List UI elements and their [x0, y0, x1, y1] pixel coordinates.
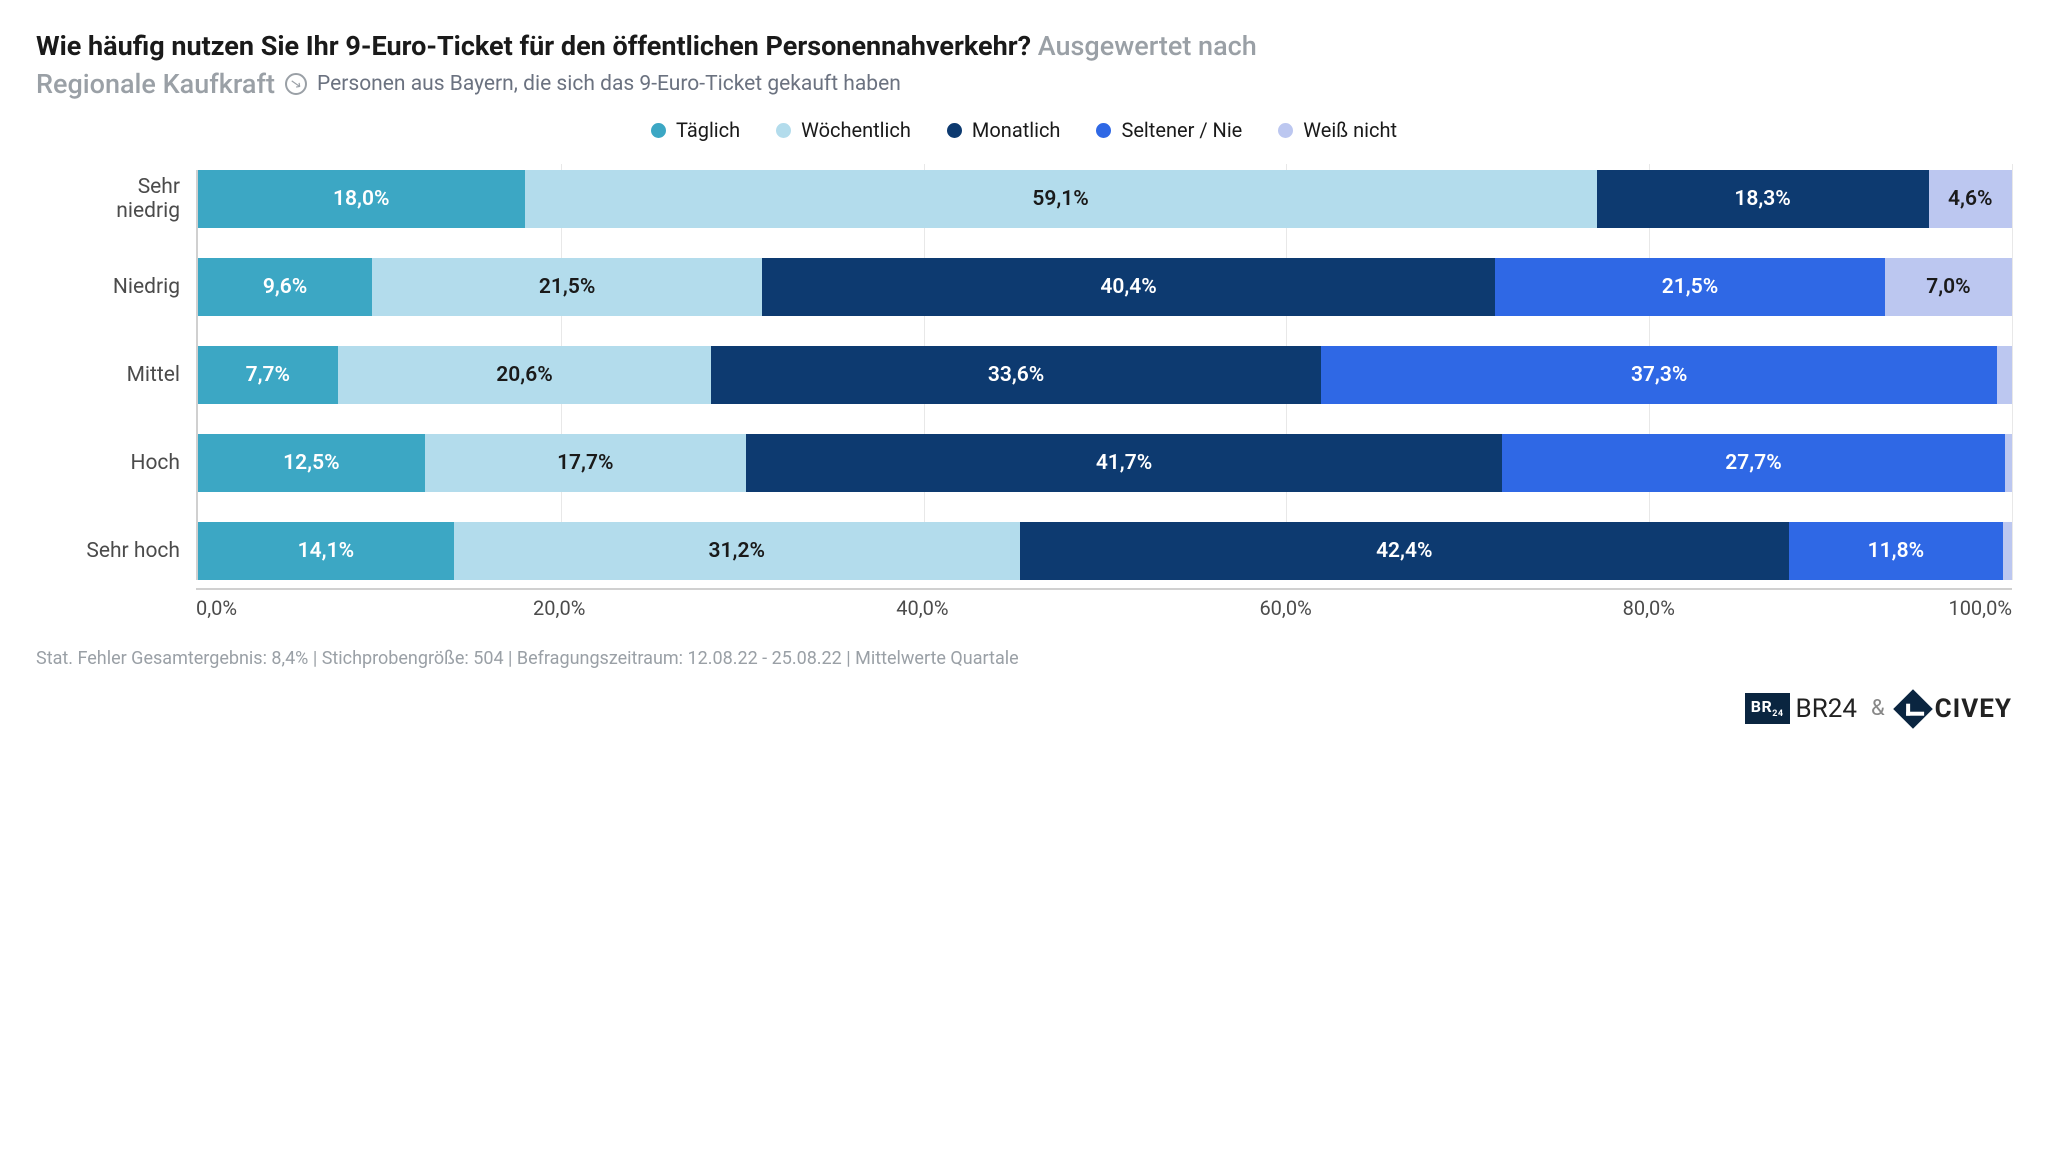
legend-item: Weiß nicht — [1278, 118, 1397, 142]
title-main: Wie häufig nutzen Sie Ihr 9-Euro-Ticket … — [36, 30, 1031, 62]
bar-row: 7,7%20,6%33,6%37,3% — [198, 346, 2012, 404]
legend-swatch — [947, 123, 962, 138]
bars-container: 18,0%59,1%18,3%4,6%9,6%21,5%40,4%21,5%7,… — [196, 170, 2012, 580]
legend-item: Wöchentlich — [776, 118, 911, 142]
legend-swatch — [1096, 123, 1111, 138]
x-axis: 0,0% 20,0% 40,0% 60,0% 80,0% 100,0% — [36, 588, 2012, 620]
subtitle-prefix: Regionale Kaufkraft — [36, 68, 275, 100]
ampersand: & — [1871, 696, 1885, 721]
bar-segment: 18,0% — [198, 170, 525, 228]
y-label: Sehrniedrig — [36, 170, 196, 228]
bar-segment: 14,1% — [198, 522, 454, 580]
bar-segment: 21,5% — [1495, 258, 1885, 316]
y-axis-labels: Sehrniedrig Niedrig Mittel Hoch Sehr hoch — [36, 170, 196, 580]
bar-segment: 20,6% — [338, 346, 712, 404]
detail-icon — [285, 73, 307, 95]
legend-item: Monatlich — [947, 118, 1061, 142]
logo-row: BR24 BR24 & CIVEY — [36, 693, 2012, 723]
y-label: Sehr hoch — [36, 522, 196, 580]
y-label: Hoch — [36, 434, 196, 492]
bar-row: 9,6%21,5%40,4%21,5%7,0% — [198, 258, 2012, 316]
x-axis-ticks: 0,0% 20,0% 40,0% 60,0% 80,0% 100,0% — [196, 588, 2012, 620]
legend-label: Täglich — [676, 118, 740, 142]
y-label: Mittel — [36, 346, 196, 404]
bar-segment: 17,7% — [425, 434, 746, 492]
bar-segment: 7,0% — [1885, 258, 2012, 316]
y-label: Niedrig — [36, 258, 196, 316]
chart-subtitle: Regionale Kaufkraft Personen aus Bayern,… — [36, 68, 2012, 100]
x-tick: 0,0% — [196, 596, 237, 620]
legend-swatch — [651, 123, 666, 138]
legend-swatch — [776, 123, 791, 138]
bar-segment — [2003, 522, 2012, 580]
legend-swatch — [1278, 123, 1293, 138]
x-tick: 20,0% — [533, 596, 585, 620]
x-tick: 100,0% — [1948, 596, 2012, 620]
bar-segment — [1997, 346, 2012, 404]
bar-segment: 21,5% — [372, 258, 762, 316]
legend-label: Wöchentlich — [801, 118, 911, 142]
x-tick: 80,0% — [1623, 596, 1675, 620]
legend-label: Seltener / Nie — [1121, 118, 1242, 142]
legend-item: Täglich — [651, 118, 740, 142]
bar-segment: 41,7% — [746, 434, 1502, 492]
bar-segment: 9,6% — [198, 258, 372, 316]
x-tick: 40,0% — [896, 596, 948, 620]
bar-segment: 31,2% — [454, 522, 1020, 580]
bar-segment: 42,4% — [1020, 522, 1789, 580]
bar-segment: 4,6% — [1929, 170, 2012, 228]
chart-area: Sehrniedrig Niedrig Mittel Hoch Sehr hoch 18… — [36, 170, 2012, 580]
bar-segment: 11,8% — [1789, 522, 2003, 580]
bars: 18,0%59,1%18,3%4,6%9,6%21,5%40,4%21,5%7,… — [198, 170, 2012, 580]
legend-label: Weiß nicht — [1303, 118, 1397, 142]
footer-note: Stat. Fehler Gesamtergebnis: 8,4% | Stic… — [36, 648, 2012, 669]
bar-segment: 40,4% — [762, 258, 1495, 316]
bar-row: 12,5%17,7%41,7%27,7% — [198, 434, 2012, 492]
title-suffix: Ausgewertet nach — [1038, 30, 1257, 62]
bar-segment: 27,7% — [1502, 434, 2004, 492]
x-tick: 60,0% — [1259, 596, 1311, 620]
bar-row: 14,1%31,2%42,4%11,8% — [198, 522, 2012, 580]
legend-item: Seltener / Nie — [1096, 118, 1242, 142]
bar-segment: 37,3% — [1321, 346, 1998, 404]
br24-logo: BR24 BR24 — [1745, 693, 1857, 723]
bar-segment: 12,5% — [198, 434, 425, 492]
bar-segment — [2005, 434, 2012, 492]
gridline — [2012, 164, 2013, 580]
bar-row: 18,0%59,1%18,3%4,6% — [198, 170, 2012, 228]
bar-segment: 59,1% — [525, 170, 1597, 228]
legend: Täglich Wöchentlich Monatlich Seltener / Ni… — [36, 118, 2012, 142]
legend-label: Monatlich — [972, 118, 1061, 142]
civey-logo: CIVEY — [1899, 694, 2012, 724]
bar-segment: 18,3% — [1597, 170, 1929, 228]
bar-segment: 7,7% — [198, 346, 338, 404]
bar-segment: 33,6% — [711, 346, 1321, 404]
filter-text: Personen aus Bayern, die sich das 9-Euro… — [317, 72, 901, 96]
chart-title: Wie häufig nutzen Sie Ihr 9-Euro-Ticket … — [36, 28, 2012, 64]
